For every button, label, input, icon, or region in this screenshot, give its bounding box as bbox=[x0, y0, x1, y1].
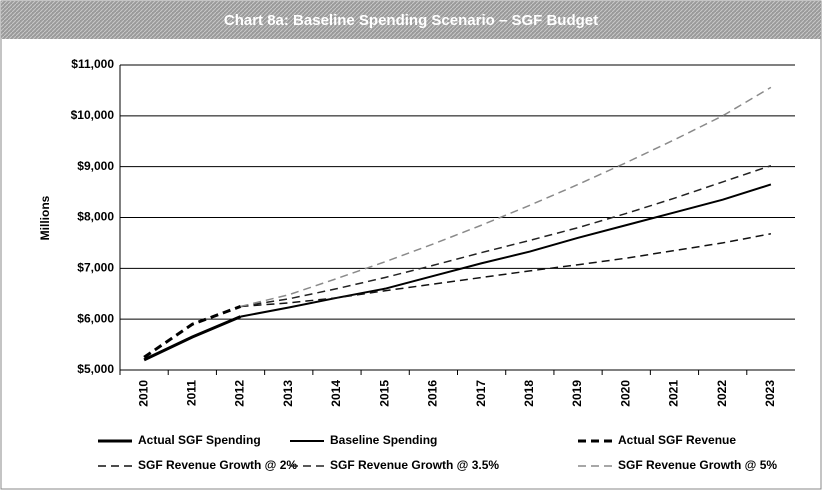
title-bar bbox=[1, 1, 821, 39]
x-tick-label: 2023 bbox=[763, 380, 777, 407]
chart-title: Chart 8a: Baseline Spending Scenario – S… bbox=[224, 12, 598, 29]
x-tick-label: 2018 bbox=[522, 380, 536, 407]
x-tick-label: 2019 bbox=[570, 380, 584, 407]
x-tick-label: 2017 bbox=[474, 380, 488, 407]
x-tick-label: 2015 bbox=[377, 380, 391, 407]
series-line bbox=[240, 183, 772, 318]
x-tick-label: 2013 bbox=[281, 380, 295, 407]
x-tick-label: 2021 bbox=[667, 380, 681, 407]
y-tick-label: $7,000 bbox=[77, 261, 114, 275]
x-tick-label: 2011 bbox=[184, 380, 198, 406]
series-line bbox=[143, 305, 242, 359]
y-axis-label: Millions bbox=[38, 195, 52, 240]
x-tick-label: 2012 bbox=[233, 380, 247, 407]
y-tick-label: $6,000 bbox=[77, 311, 114, 325]
series-line bbox=[240, 86, 772, 308]
series-line bbox=[143, 315, 242, 362]
y-tick-label: $5,000 bbox=[77, 362, 114, 376]
legend-label: Baseline Spending bbox=[330, 433, 437, 447]
x-tick-label: 2020 bbox=[618, 380, 632, 407]
legend-label: SGF Revenue Growth @ 2% bbox=[138, 458, 297, 472]
y-tick-label: $9,000 bbox=[77, 159, 114, 173]
x-tick-label: 2010 bbox=[136, 380, 150, 407]
legend-label: Actual SGF Spending bbox=[138, 433, 261, 447]
y-tick-label: $11,000 bbox=[71, 57, 114, 71]
series-line bbox=[240, 164, 772, 308]
legend-label: SGF Revenue Growth @ 5% bbox=[618, 458, 777, 472]
y-tick-label: $10,000 bbox=[71, 108, 115, 122]
series-line bbox=[240, 233, 772, 308]
x-tick-label: 2014 bbox=[329, 380, 343, 407]
y-tick-label: $8,000 bbox=[77, 210, 114, 224]
x-tick-label: 2022 bbox=[715, 380, 729, 407]
legend-label: Actual SGF Revenue bbox=[618, 433, 736, 447]
legend-label: SGF Revenue Growth @ 3.5% bbox=[330, 458, 499, 472]
x-tick-label: 2016 bbox=[426, 380, 440, 407]
